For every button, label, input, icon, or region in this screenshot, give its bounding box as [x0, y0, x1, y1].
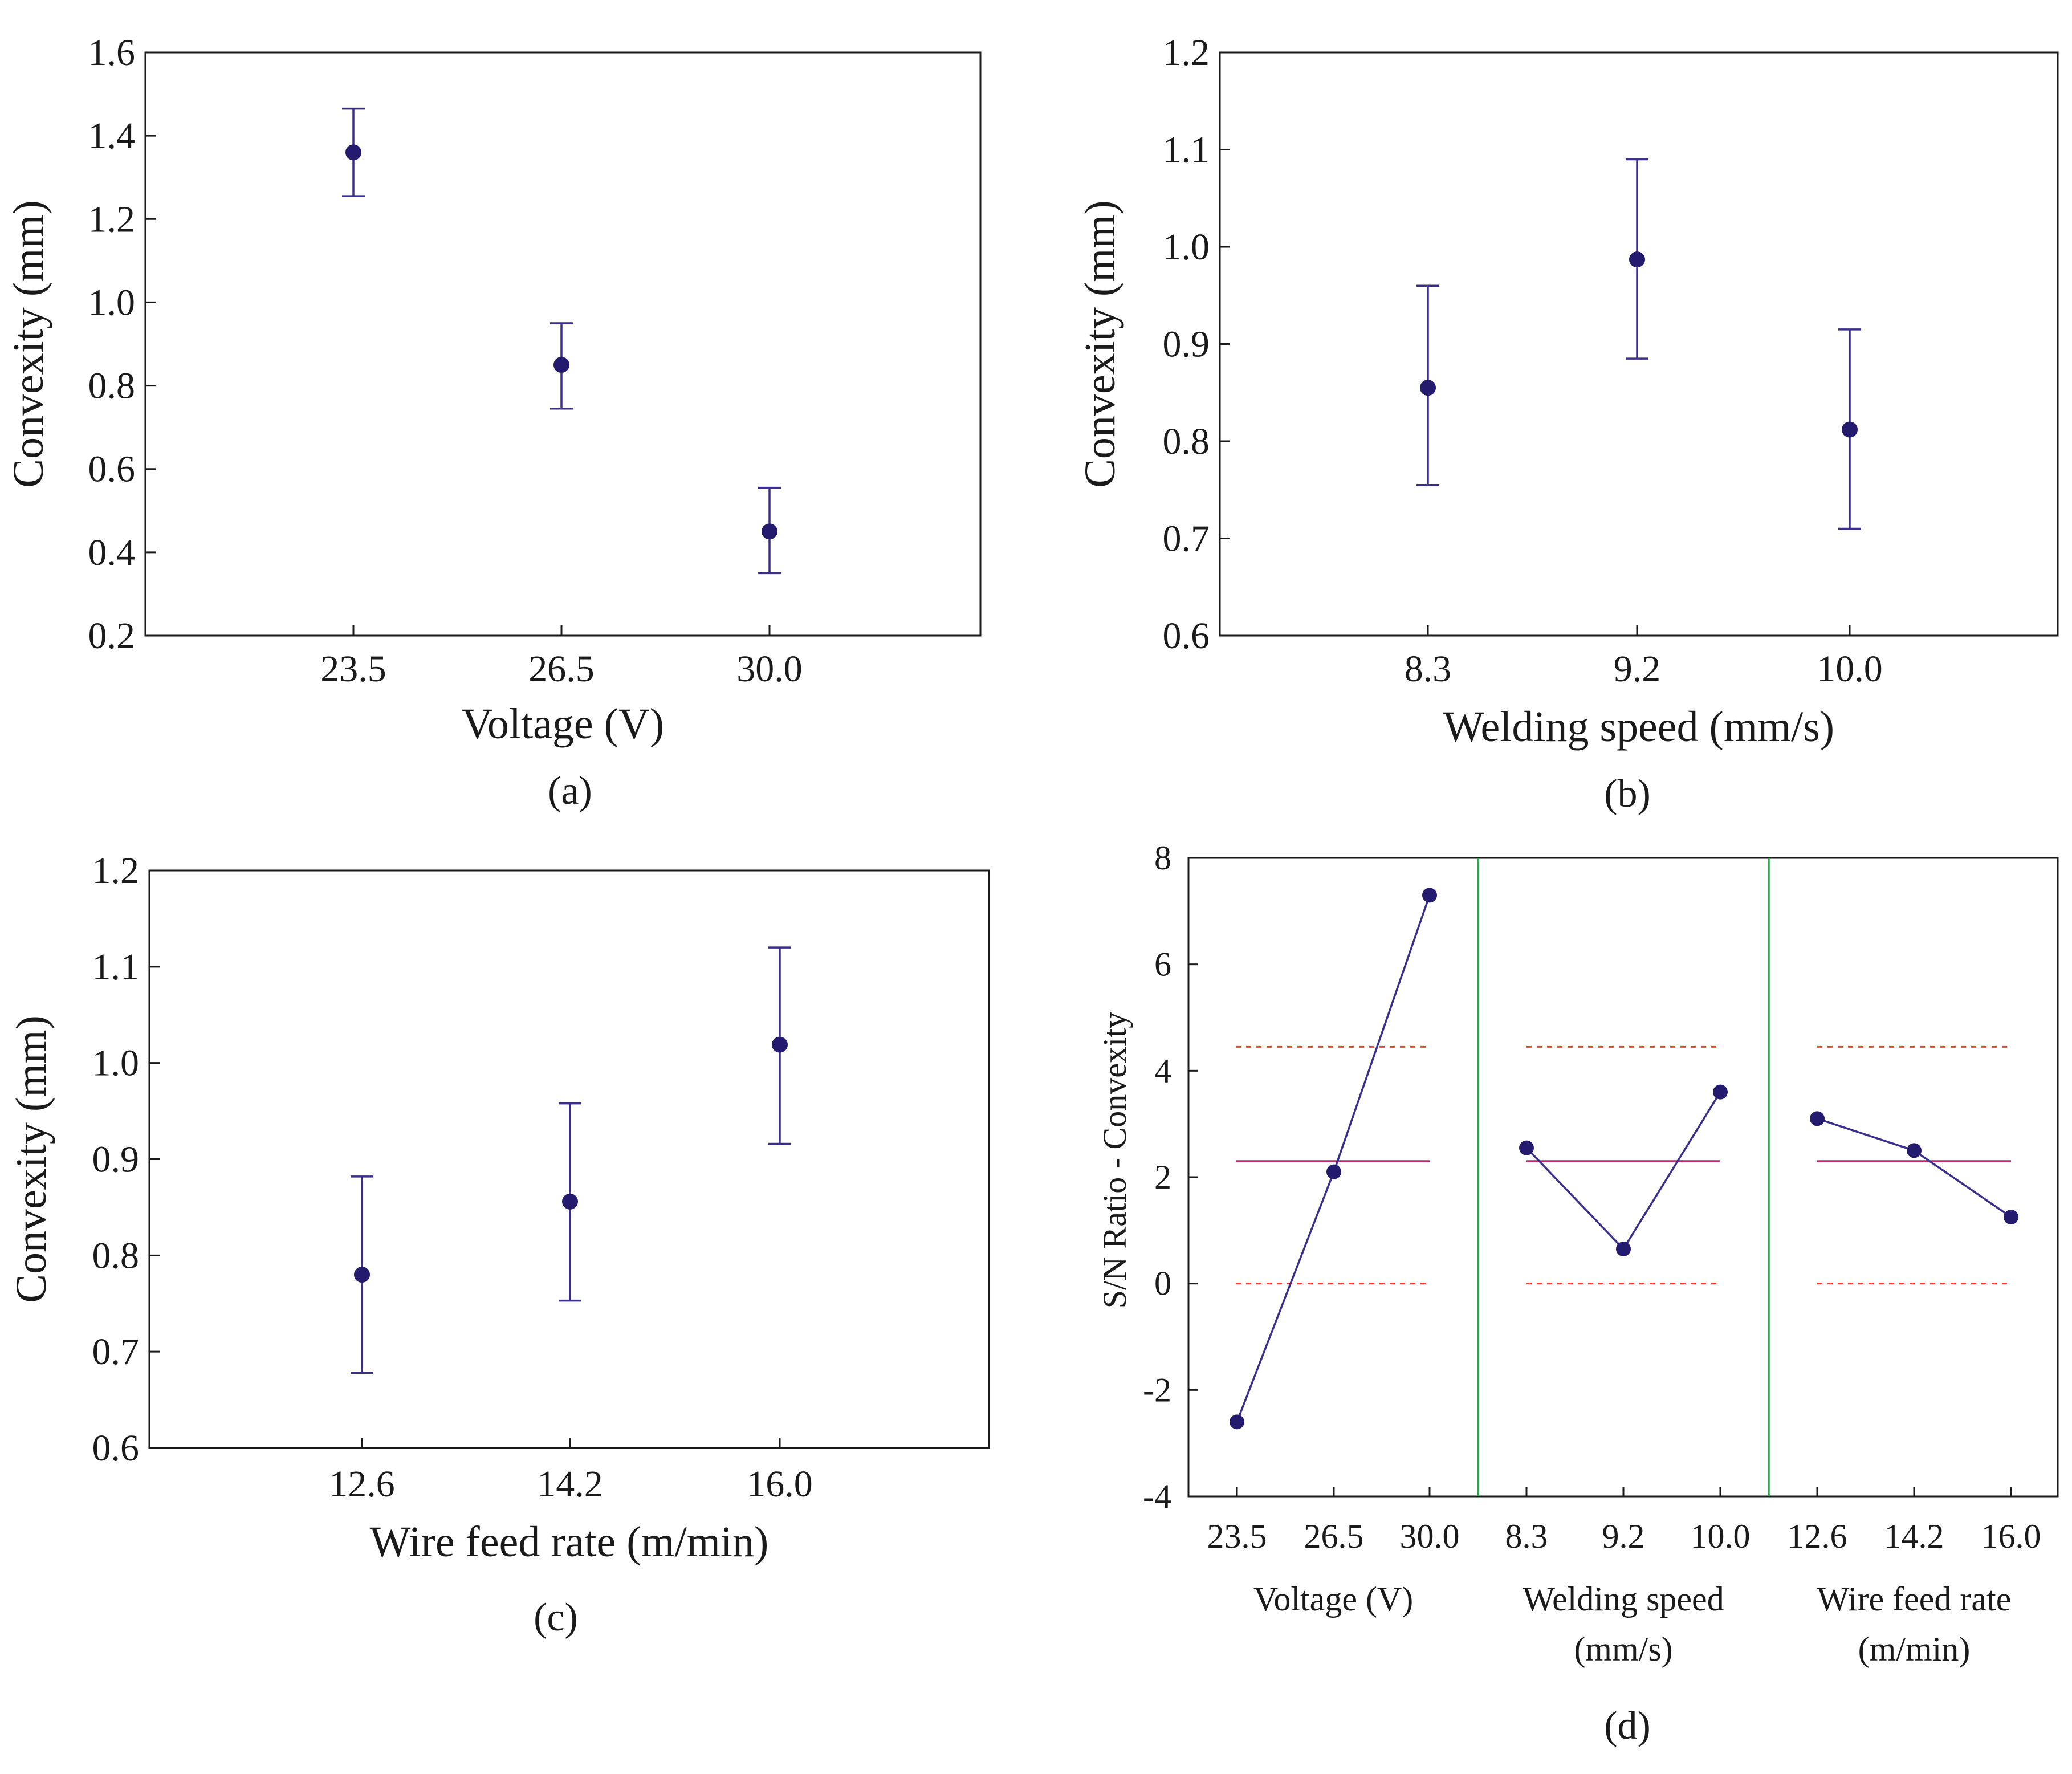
group-axis-title: Wire feed rate [1817, 1580, 2012, 1618]
sn-data-point [1230, 1414, 1244, 1430]
y-tick-label: 0.6 [1163, 615, 1210, 657]
y-tick-label: 1.1 [1163, 129, 1210, 171]
y-tick-label: 0.8 [1163, 421, 1210, 462]
plot-frame [1187, 857, 2059, 1498]
x-tick-label: 30.0 [736, 648, 803, 690]
panel-c-wire-feed-convexity: 0.6 0.7 0.8 0.9 1.0 1.1 1.2 12.6 14.2 16.0 Wire fe… [7, 850, 990, 1566]
y-tick-label: 0.7 [92, 1331, 140, 1373]
x-tick-label: 9.2 [1602, 1517, 1645, 1555]
y-axis-title: S/N Ratio - Convexity [1096, 1012, 1133, 1308]
x-tick-label: 14.2 [1884, 1517, 1944, 1555]
x-tick-label: 30.0 [1400, 1517, 1460, 1555]
y-tick-label: 1.0 [1163, 226, 1210, 268]
y-tick-label: 1.2 [88, 198, 136, 240]
x-tick-label: 10.0 [1817, 648, 1883, 690]
x-tick-label: 12.6 [1788, 1517, 1847, 1555]
sn-series-line [1817, 1117, 2012, 1218]
panel-a-voltage-convexity: 0.2 0.4 0.6 0.8 1.0 1.2 1.4 1.6 23.5 26.5 30.0 Volt… [5, 32, 982, 748]
data-point [1629, 251, 1645, 268]
y-tick-label: 0.7 [1163, 518, 1210, 560]
sn-data-point [1713, 1084, 1728, 1100]
plot-frame [1219, 51, 2059, 637]
group-axis-title: (m/min) [1858, 1630, 1971, 1668]
data-point [562, 1193, 578, 1210]
sn-data-point [1907, 1143, 1922, 1158]
y-tick-label: 4 [1154, 1052, 1171, 1089]
y-axis-title: Convexity (mm) [5, 200, 52, 488]
y-tick-label: 1.6 [88, 32, 136, 74]
data-point [345, 144, 361, 161]
sn-series-line [1525, 1091, 1721, 1251]
data-point [772, 1036, 788, 1053]
y-tick-label: 1.2 [1163, 32, 1210, 74]
y-axis-title: Convexity (mm) [1076, 200, 1124, 488]
y-tick-label: 6 [1154, 946, 1171, 983]
y-tick-label: 0 [1154, 1265, 1171, 1303]
panel-label-a: (a) [548, 769, 592, 813]
group-axis-title: Welding speed [1523, 1580, 1724, 1618]
y-tick-label: 0.9 [1163, 324, 1210, 365]
y-tick-label: 0.8 [88, 365, 136, 407]
data-point [1842, 421, 1858, 438]
y-tick-label: -4 [1143, 1478, 1171, 1515]
y-tick-label: 1.4 [88, 115, 136, 157]
y-tick-label: 0.6 [88, 449, 136, 490]
x-tick-label: 16.0 [1981, 1517, 2041, 1555]
x-tick-label: 12.6 [329, 1463, 395, 1505]
y-tick-label: 0.4 [88, 532, 136, 573]
sn-data-point [1616, 1242, 1631, 1256]
x-axis-title: Wire feed rate (m/min) [370, 1518, 769, 1566]
x-axis-title: Voltage (V) [462, 700, 664, 748]
data-point [762, 523, 777, 540]
sn-data-point [2004, 1210, 2018, 1224]
x-tick-label: 16.0 [747, 1463, 813, 1505]
y-tick-label: 0.2 [88, 615, 136, 657]
sn-data-point [1519, 1140, 1534, 1155]
sn-data-point [1422, 888, 1437, 903]
y-tick-label: 8 [1154, 839, 1171, 877]
x-tick-label: 26.5 [528, 648, 595, 690]
data-point [1420, 380, 1436, 396]
data-point [553, 357, 569, 373]
panel-label-b: (b) [1604, 772, 1651, 816]
x-axis-title: Welding speed (mm/s) [1443, 703, 1834, 751]
panel-label-d: (d) [1604, 1704, 1651, 1748]
sn-series-line [1236, 894, 1431, 1422]
plot-frame [144, 51, 982, 637]
sn-data-point [1810, 1111, 1825, 1126]
x-tick-label: 10.0 [1691, 1517, 1751, 1555]
y-tick-label: 1.1 [92, 946, 140, 988]
data-point [354, 1267, 370, 1283]
x-tick-label: 9.2 [1614, 648, 1661, 690]
y-tick-label: 2 [1154, 1158, 1171, 1196]
group-axis-title: Voltage (V) [1253, 1580, 1414, 1618]
y-tick-label: 1.2 [92, 850, 140, 892]
y-tick-label: 0.8 [92, 1235, 140, 1276]
x-tick-label: 14.2 [537, 1463, 603, 1505]
y-axis-title: Convexity (mm) [7, 1015, 55, 1303]
panel-d-sn-ratio-convexity: -4 -2 0 2 4 6 8 23.5 26.5 30.0 Voltage (V) 8.3 9.2 10… [1096, 839, 2059, 1668]
panel-b-welding-speed-convexity: 0.6 0.7 0.8 0.9 1.0 1.1 1.2 8.3 9.2 10.0 Welding s… [1076, 32, 2059, 751]
sn-data-point [1326, 1164, 1341, 1179]
y-tick-label: 0.6 [92, 1427, 140, 1469]
y-tick-label: 1.0 [92, 1043, 140, 1084]
panel-label-c: (c) [534, 1596, 578, 1639]
group-axis-title: (mm/s) [1574, 1630, 1672, 1668]
x-tick-label: 23.5 [320, 648, 386, 690]
y-tick-label: -2 [1143, 1371, 1171, 1409]
y-tick-label: 1.0 [88, 282, 136, 323]
y-tick-label: 0.9 [92, 1139, 140, 1181]
x-tick-label: 8.3 [1505, 1517, 1548, 1555]
x-tick-label: 26.5 [1304, 1517, 1364, 1555]
x-tick-label: 8.3 [1405, 648, 1452, 690]
x-tick-label: 23.5 [1207, 1517, 1267, 1555]
